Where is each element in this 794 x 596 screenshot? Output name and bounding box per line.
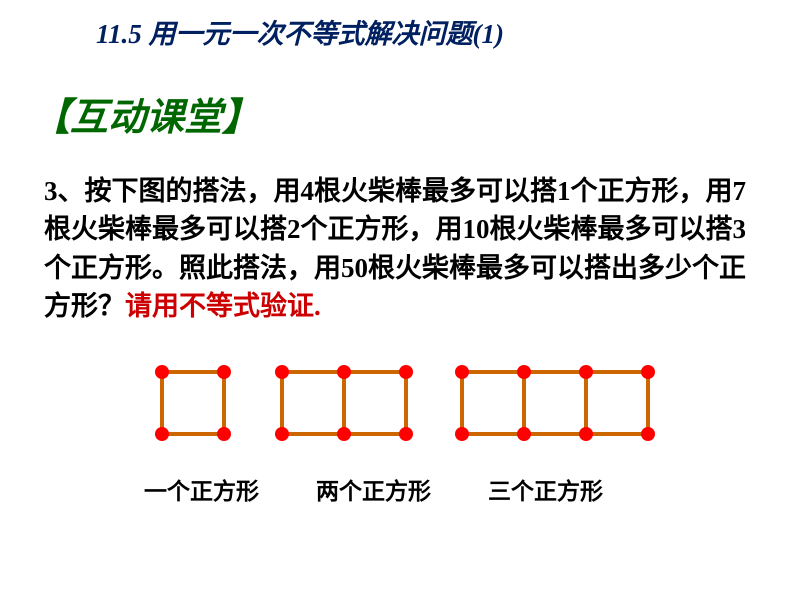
matchstick-svg <box>0 360 794 450</box>
caption-two-squares: 两个正方形 <box>316 472 431 506</box>
chapter-title: 11.5 用一元一次不等式解决问题(1) <box>96 12 504 51</box>
caption-one-square: 一个正方形 <box>144 472 259 506</box>
section-heading: 【互动课堂】 <box>32 86 260 141</box>
problem-emphasis: 请用不等式验证. <box>125 291 321 321</box>
problem-text: 3、按下图的搭法，用4根火柴棒最多可以搭1个正方形，用7根火柴棒最多可以搭2个正… <box>44 172 752 325</box>
matchstick-figures <box>0 360 794 455</box>
caption-three-squares: 三个正方形 <box>488 472 603 506</box>
